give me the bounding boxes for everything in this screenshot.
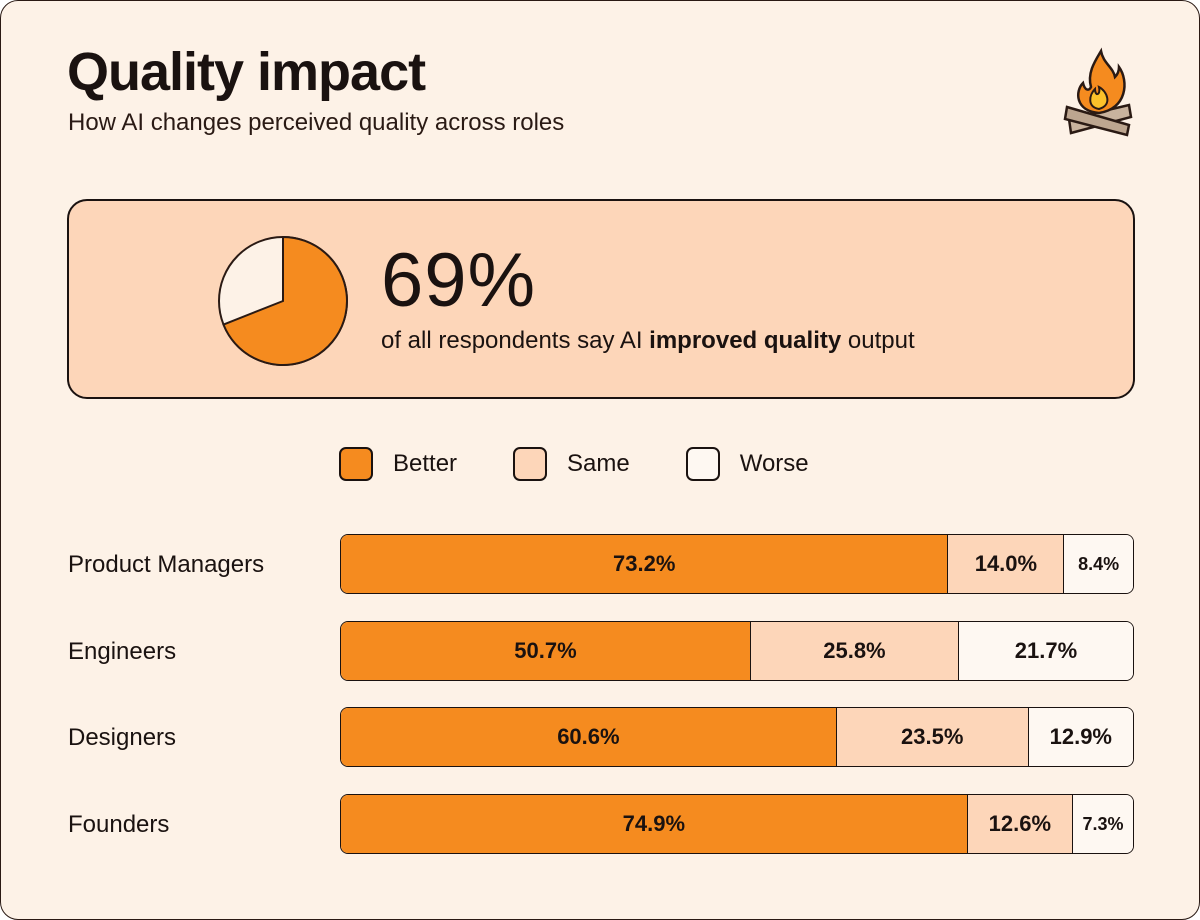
row-label: Designers: [68, 724, 177, 751]
highlight-caption: of all respondents say AI improved quali…: [381, 327, 915, 355]
legend-same: Same: [513, 447, 630, 481]
bar-segment-worse: 12.9%: [1027, 708, 1133, 766]
summary-pie: [218, 235, 348, 366]
caption-text: of all respondents say AI: [381, 327, 650, 354]
legend-swatch: [685, 447, 720, 481]
bar-segment-worse: 21.7%: [957, 622, 1133, 680]
bar-segment-better: 60.6%: [341, 708, 836, 766]
legend-better: Better: [339, 447, 457, 481]
stacked-bar: 60.6% 23.5% 12.9%: [340, 707, 1134, 767]
caption-text-end: output: [841, 327, 915, 354]
bar-segment-same: 12.6%: [966, 795, 1072, 853]
row-label: Engineers: [68, 638, 177, 665]
row-label: Founders: [68, 811, 170, 838]
legend-swatch: [513, 447, 548, 481]
bar-segment-better: 74.9%: [341, 795, 967, 853]
legend-label: Worse: [739, 450, 809, 477]
pie-slice-improved: [222, 235, 348, 366]
bar-segment-same: 25.8%: [749, 622, 958, 680]
legend-label: Same: [567, 450, 630, 477]
page-title: Quality impact: [67, 42, 426, 102]
bar-segment-same: 14.0%: [947, 535, 1064, 593]
highlight-panel: 69% of all respondents say AI improved q…: [67, 199, 1135, 399]
row-label: Product Managers: [68, 551, 265, 578]
bar-segment-better: 73.2%: [341, 535, 948, 593]
campfire-icon: [1063, 47, 1133, 137]
caption-bold: improved quality: [649, 327, 842, 354]
bar-segment-better: 50.7%: [341, 622, 750, 680]
highlight-value: 69%: [381, 238, 537, 323]
legend-swatch: [339, 447, 373, 481]
legend: Better Same Worse: [339, 447, 865, 481]
page-subtitle: How AI changes perceived quality across …: [68, 109, 565, 136]
legend-label: Better: [393, 450, 458, 477]
bar-segment-same: 23.5%: [835, 708, 1028, 766]
stacked-bar: 74.9% 12.6% 7.3%: [340, 794, 1134, 854]
stacked-bar: 73.2% 14.0% 8.4%: [340, 534, 1134, 594]
legend-worse: Worse: [685, 447, 809, 481]
stacked-bar: 50.7% 25.8% 21.7%: [340, 621, 1134, 681]
bar-segment-worse: 8.4%: [1063, 535, 1133, 593]
bar-segment-worse: 7.3%: [1072, 795, 1133, 853]
